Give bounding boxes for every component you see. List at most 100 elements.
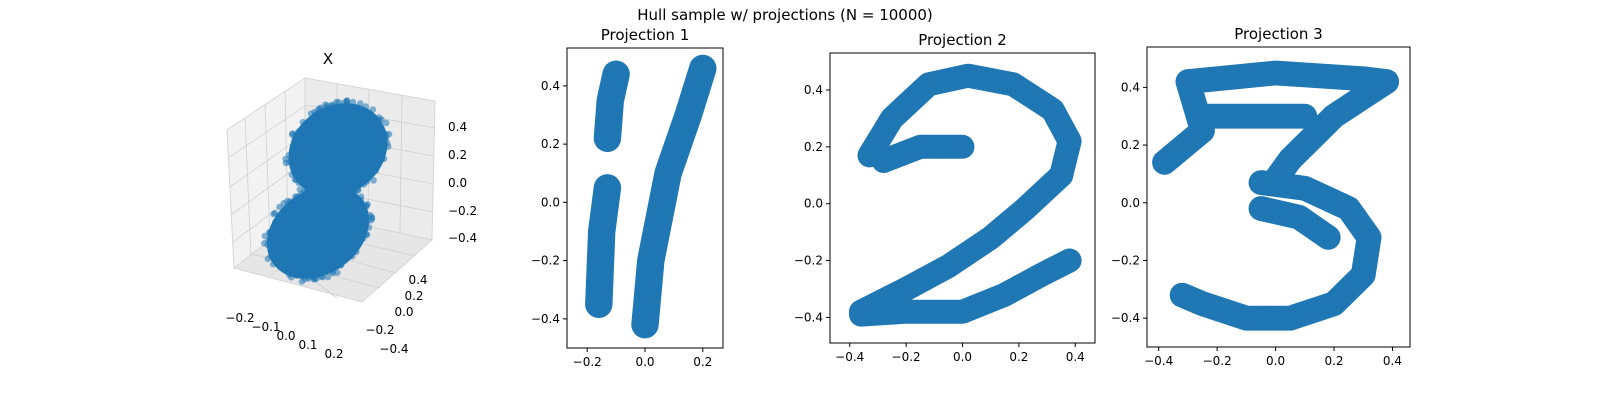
scatter-point (894, 282, 901, 289)
scatter-point-3d (288, 274, 295, 281)
scatter-point (940, 71, 948, 79)
scatter-point-3d (348, 252, 356, 260)
scatter-point (1361, 252, 1369, 260)
x-tick-label-3d: 0.1 (298, 338, 317, 352)
projection-1-axes: Projection 1 −0.2 0.0 0.2 −0.4 −0.2 0.0 0.2 0.4 (531, 26, 724, 369)
scatter-point (604, 239, 612, 246)
scatter-point-3d (308, 185, 316, 192)
scatter-point (1216, 310, 1224, 317)
scatter-point (662, 166, 669, 173)
scatter-point (1360, 217, 1367, 224)
scatter-point (611, 186, 618, 193)
scatter-point (1041, 96, 1048, 104)
scatter-point (614, 111, 622, 118)
y-tick-label: 0.4 (1121, 80, 1140, 94)
scatter-point (1239, 318, 1247, 325)
scatter-point (594, 215, 601, 222)
scatter-point (1011, 205, 1019, 213)
grid-line-3d (264, 103, 271, 241)
scatter-point (912, 306, 919, 313)
scatter-point (1198, 83, 1205, 91)
scatter-point (954, 309, 961, 316)
scatter-point (952, 70, 960, 77)
scatter-point (928, 143, 936, 150)
scatter-point (659, 234, 666, 242)
scatter-point-3d (357, 100, 364, 107)
scatter-point (1207, 110, 1215, 118)
x-tick-label: 0.0 (953, 350, 972, 364)
scatter-point (1381, 88, 1388, 96)
point-cloud-body (288, 103, 388, 197)
scatter-point-3d (265, 237, 272, 244)
scatter-point (1356, 93, 1364, 101)
scatter-point (1305, 145, 1312, 152)
scatter-point (1297, 120, 1304, 127)
scatter-point-3d (361, 110, 368, 117)
scatter-point (1357, 68, 1364, 75)
scatter-point (914, 142, 922, 150)
scatter-point (1317, 237, 1325, 244)
scatter-point (999, 74, 1006, 81)
scatter-point (670, 173, 677, 181)
scatter-point (1211, 75, 1218, 83)
scatter-point (1261, 199, 1268, 206)
scatter-point (900, 112, 907, 119)
scatter-point (965, 246, 972, 253)
scatter-point (666, 189, 674, 196)
scatter-point (1261, 173, 1268, 180)
scatter-point (633, 319, 641, 326)
scatter-point (1354, 275, 1361, 283)
scatter-point (1323, 306, 1330, 313)
scatter-point (1349, 92, 1357, 100)
scatter-point (617, 85, 624, 92)
scatter-point (1292, 315, 1299, 322)
scatter-point-3d (372, 167, 380, 174)
scatter-point (1190, 95, 1198, 102)
scatter-point (1371, 92, 1378, 99)
y-tick-label: 0.2 (541, 137, 560, 151)
scatter-point (1271, 108, 1278, 115)
scatter-point (608, 87, 615, 94)
scatter-point (863, 308, 870, 316)
scatter-point (1194, 131, 1201, 139)
scatter-point (1318, 296, 1326, 304)
scatter-point (1313, 74, 1320, 81)
scatter-point (970, 249, 977, 256)
scatter-point (1208, 69, 1216, 76)
scatter-point (865, 303, 872, 310)
scatter-point-3d (293, 269, 301, 277)
scatter-point (1357, 281, 1364, 288)
z-tick-label: −0.4 (448, 231, 477, 245)
scatter-point (1251, 70, 1259, 77)
scatter-point (1303, 214, 1310, 221)
scatter-point (1052, 259, 1059, 267)
x-tick-label: 0.2 (1009, 350, 1028, 364)
scatter-point (1277, 308, 1284, 315)
scatter-point (1229, 119, 1236, 126)
scatter-point (1307, 130, 1315, 137)
scatter-point (1333, 104, 1341, 111)
scatter-point (645, 318, 652, 326)
scatter-point (591, 229, 598, 236)
scatter-point (1345, 98, 1352, 105)
scatter-point (949, 268, 957, 275)
scatter-point (1232, 107, 1239, 114)
scatter-point (891, 310, 899, 318)
scatter-point (1274, 318, 1282, 325)
scatter-point (1038, 265, 1045, 272)
scatter-point (1258, 207, 1265, 215)
scatter-point (1173, 145, 1180, 152)
scatter-point (598, 119, 606, 127)
scatter-point (1190, 301, 1198, 309)
scatter-point (1180, 152, 1188, 160)
scatter-point (905, 91, 912, 99)
scatter-point (1232, 69, 1239, 76)
scatter-point (598, 222, 606, 229)
grid-line-3d (244, 117, 252, 256)
ticks-3d: −0.4−0.20.00.20.4−0.2−0.10.00.10.2 −0.4−0… (225, 120, 477, 361)
scatter-point (1369, 259, 1376, 266)
scatter-point (1243, 79, 1251, 86)
scatter-point-3d (273, 223, 280, 231)
scatter-point (910, 90, 917, 97)
scatter-point (974, 296, 982, 303)
